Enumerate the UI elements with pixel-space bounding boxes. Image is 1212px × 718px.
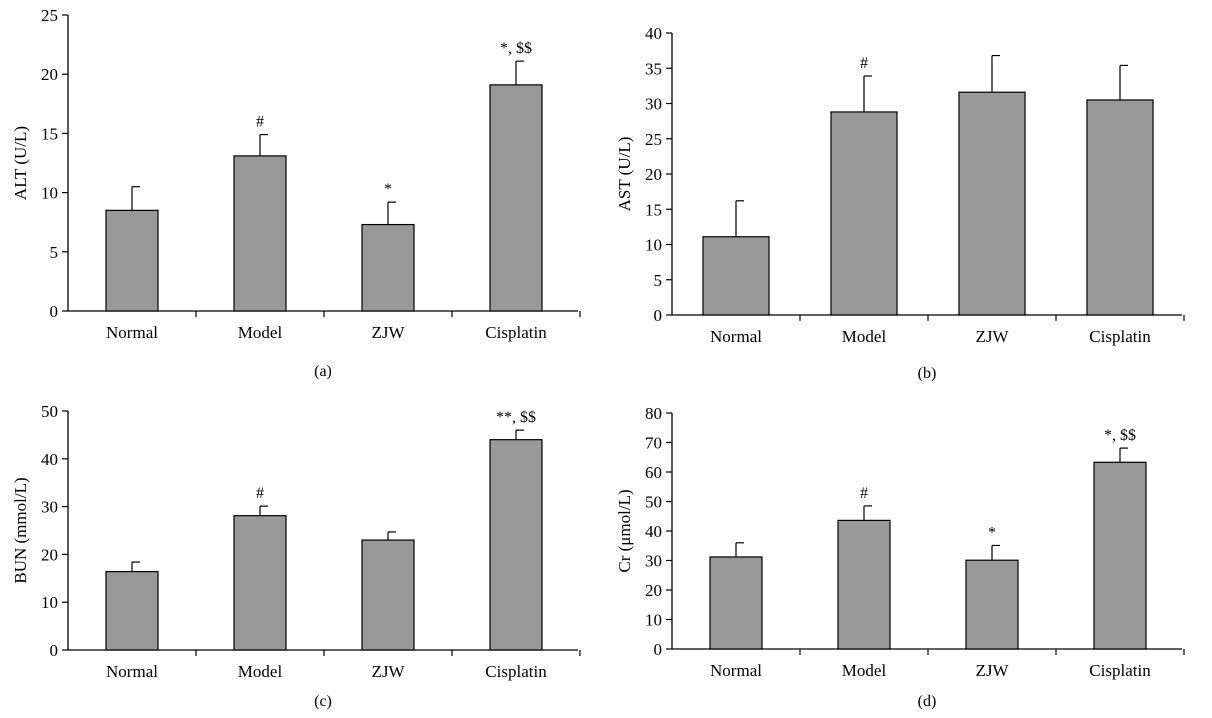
category-label: Cisplatin <box>1089 661 1151 680</box>
bar-model <box>837 519 891 650</box>
y-tick-label: 0 <box>50 302 59 321</box>
category-label: Normal <box>106 323 158 342</box>
y-tick-label: 60 <box>645 463 662 482</box>
y-tick-label: 50 <box>41 402 58 421</box>
bar-normal <box>709 556 763 650</box>
y-axis-label: BUN (mmol/L) <box>11 477 30 583</box>
chart-panel-a: 0 5 10 15 20 25 ALT (U/L) Normal Model # ZJW * Cispl… <box>11 6 581 380</box>
chart-panel-b: 0 5 10 15 20 25 30 35 40 AST (U/L) Normal Model # ZJW… <box>615 24 1185 382</box>
y-tick-label: 35 <box>645 59 662 78</box>
significance-label: # <box>256 114 264 131</box>
bar-zjw <box>965 559 1019 650</box>
y-tick-label: 30 <box>645 552 662 571</box>
y-tick-label: 40 <box>41 450 58 469</box>
significance-label: *, $$ <box>1104 427 1136 444</box>
y-tick-label: 0 <box>654 640 663 659</box>
category-label: Model <box>842 327 887 346</box>
bar-cisplatin <box>489 84 543 312</box>
significance-label: * <box>988 524 996 541</box>
y-tick-label: 40 <box>645 522 662 541</box>
y-tick-label: 10 <box>41 593 58 612</box>
y-tick-label: 0 <box>50 641 59 660</box>
category-label: Normal <box>710 661 762 680</box>
category-label: Model <box>238 323 283 342</box>
y-tick-label: 40 <box>645 24 662 43</box>
bar-cisplatin <box>489 439 543 651</box>
y-tick-label: 25 <box>645 130 662 149</box>
bar-model <box>233 155 287 312</box>
bar-zjw <box>361 539 415 651</box>
significance-label: * <box>384 181 392 198</box>
y-tick-label: 5 <box>654 271 663 290</box>
y-tick-label: 20 <box>41 65 58 84</box>
significance-label: **, $$ <box>496 409 536 426</box>
bar-zjw <box>958 91 1026 316</box>
significance-label: # <box>860 55 868 72</box>
y-tick-label: 25 <box>41 6 58 25</box>
y-tick-label: 10 <box>645 236 662 255</box>
bar-cisplatin <box>1086 99 1154 316</box>
bar-model <box>233 515 287 651</box>
bar-zjw <box>361 223 415 312</box>
chart-panel-d: 0 10 20 30 40 50 60 70 80 Cr (μmol/L) Normal Model #… <box>615 404 1185 710</box>
bar-normal <box>105 571 159 651</box>
category-label: ZJW <box>975 327 1009 346</box>
panel-label: (b) <box>918 365 937 382</box>
bar-normal <box>105 209 159 312</box>
category-label: Normal <box>106 662 158 681</box>
panel-label: (c) <box>314 693 332 710</box>
y-axis-label: AST (U/L) <box>615 137 634 212</box>
category-label: Cisplatin <box>1089 327 1151 346</box>
y-tick-label: 30 <box>645 95 662 114</box>
category-label: ZJW <box>371 323 405 342</box>
chart-panel-c: 0 10 20 30 40 50 BUN (mmol/L) Normal Model # ZJW Ci… <box>11 402 581 710</box>
panel-label: (a) <box>314 363 332 380</box>
y-tick-label: 50 <box>645 493 662 512</box>
y-tick-label: 20 <box>645 165 662 184</box>
y-tick-label: 70 <box>645 434 662 453</box>
y-tick-label: 20 <box>645 581 662 600</box>
category-label: Normal <box>710 327 762 346</box>
bar-cisplatin <box>1093 461 1147 650</box>
panel-label: (d) <box>918 693 937 710</box>
y-tick-label: 30 <box>41 498 58 517</box>
category-label: Model <box>842 661 887 680</box>
category-label: ZJW <box>975 661 1009 680</box>
significance-label: # <box>256 485 264 502</box>
y-axis-label: ALT (U/L) <box>11 126 30 200</box>
category-label: Model <box>238 662 283 681</box>
bar-normal <box>702 236 770 316</box>
bar-model <box>830 111 898 316</box>
y-tick-label: 15 <box>41 124 58 143</box>
y-tick-label: 20 <box>41 545 58 564</box>
significance-label: *, $$ <box>500 40 532 57</box>
y-tick-label: 15 <box>645 200 662 219</box>
category-label: Cisplatin <box>485 662 547 681</box>
y-axis-label: Cr (μmol/L) <box>615 489 634 572</box>
y-tick-label: 80 <box>645 404 662 423</box>
y-tick-label: 5 <box>50 243 59 262</box>
y-tick-label: 10 <box>41 184 58 203</box>
category-label: Cisplatin <box>485 323 547 342</box>
category-label: ZJW <box>371 662 405 681</box>
significance-label: # <box>860 485 868 502</box>
y-tick-label: 10 <box>645 611 662 630</box>
y-tick-label: 0 <box>654 306 663 325</box>
